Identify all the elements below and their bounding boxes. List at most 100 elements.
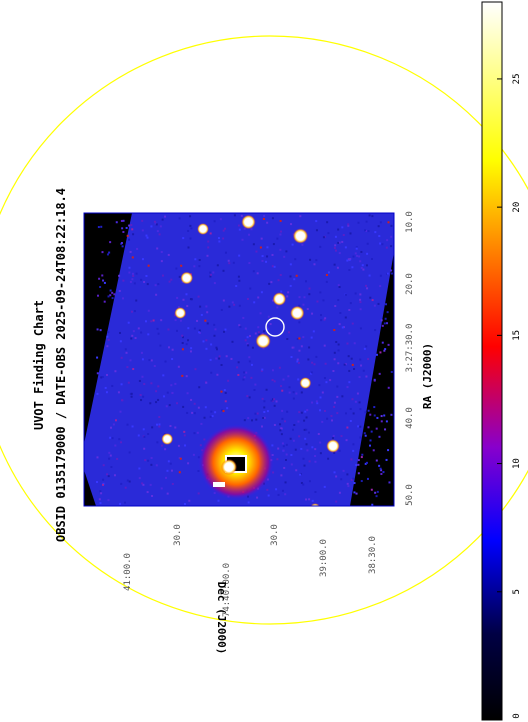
noise-pixel [222, 299, 225, 302]
noise-pixel [357, 463, 360, 466]
noise-pixel [375, 495, 378, 498]
noise-pixel [289, 263, 292, 266]
noise-pixel [131, 310, 134, 313]
noise-pixel [280, 385, 283, 388]
noise-pixel [355, 492, 358, 495]
noise-pixel [380, 469, 383, 472]
noise-pixel [249, 287, 252, 290]
noise-pixel [294, 448, 297, 451]
noise-pixel [319, 291, 322, 294]
noise-pixel [361, 264, 364, 267]
noise-pixel [154, 284, 157, 287]
noise-pixel [134, 337, 137, 340]
noise-pixel [369, 439, 372, 442]
noise-pixel [169, 425, 172, 428]
noise-pixel [378, 464, 381, 467]
noise-pixel [244, 339, 247, 342]
noise-pixel [176, 296, 179, 299]
noise-pixel [174, 382, 177, 385]
noise-pixel [357, 221, 360, 224]
noise-pixel [218, 240, 221, 243]
noise-pixel [294, 258, 297, 261]
noise-pixel [257, 331, 260, 334]
noise-pixel [371, 299, 374, 302]
noise-pixel [384, 348, 387, 351]
noise-pixel [220, 308, 223, 311]
noise-pixel [140, 278, 143, 281]
noise-pixel [338, 323, 341, 326]
noise-pixel [178, 275, 181, 278]
noise-pixel [348, 309, 351, 312]
noise-pixel [279, 273, 282, 276]
noise-pixel [103, 281, 106, 284]
noise-pixel [279, 423, 282, 426]
noise-pixel [111, 384, 114, 387]
noise-pixel [177, 444, 180, 447]
noise-pixel [128, 224, 131, 227]
noise-pixel [267, 315, 270, 318]
noise-pixel [346, 342, 349, 345]
ra-tick-label: 50.0 [405, 484, 415, 506]
noise-pixel [156, 327, 159, 330]
noise-pixel [182, 405, 185, 408]
noise-pixel [200, 313, 203, 316]
noise-pixel [288, 386, 291, 389]
noise-pixel [170, 469, 173, 472]
noise-pixel [142, 483, 145, 486]
noise-pixel [384, 303, 387, 306]
noise-pixel [260, 291, 263, 294]
noise-pixel [232, 261, 235, 264]
noise-pixel [306, 409, 309, 412]
noise-pixel [158, 233, 161, 236]
noise-pixel [358, 376, 361, 379]
noise-pixel [181, 374, 184, 377]
noise-pixel [187, 327, 190, 330]
noise-pixel [325, 381, 328, 384]
noise-pixel [366, 252, 369, 255]
noise-pixel [129, 359, 132, 362]
image-panel [83, 212, 395, 507]
noise-pixel [297, 378, 300, 381]
noise-pixel [131, 334, 134, 337]
noise-pixel [314, 491, 317, 494]
noise-pixel [206, 311, 209, 314]
noise-pixel [271, 398, 274, 401]
noise-pixel [334, 305, 337, 308]
noise-pixel [311, 312, 314, 315]
noise-pixel [293, 278, 296, 281]
noise-pixel [143, 447, 146, 450]
noise-pixel [256, 496, 259, 499]
noise-pixel [333, 451, 336, 454]
noise-pixel [351, 363, 354, 366]
noise-pixel [379, 242, 382, 245]
noise-pixel [143, 435, 146, 438]
noise-pixel [121, 245, 124, 248]
noise-pixel [370, 488, 373, 491]
colorbar-gradient [481, 1, 503, 721]
noise-pixel [338, 449, 341, 452]
noise-pixel [194, 258, 197, 261]
noise-pixel [102, 482, 105, 485]
noise-pixel [337, 299, 340, 302]
noise-pixel [378, 235, 381, 238]
noise-pixel [166, 391, 169, 394]
noise-pixel [351, 322, 354, 325]
noise-pixel [186, 392, 189, 395]
noise-pixel [141, 358, 144, 361]
noise-pixel [285, 453, 288, 456]
noise-pixel [333, 405, 336, 408]
chart-subtitle: OBSID 0135179000 / DATE-OBS 2025-09-24T0… [54, 188, 68, 542]
noise-pixel [347, 355, 350, 358]
noise-pixel [386, 272, 389, 275]
noise-pixel [114, 419, 117, 422]
colorbar: 0 5 10 15 20 25 [481, 1, 522, 721]
noise-pixel [154, 222, 157, 225]
noise-pixel [259, 312, 262, 315]
noise-pixel [122, 230, 125, 233]
noise-pixel [287, 291, 290, 294]
noise-pixel [365, 264, 368, 267]
noise-pixel [136, 247, 139, 250]
noise-pixel [211, 415, 214, 418]
noise-pixel [279, 429, 282, 432]
noise-pixel [238, 279, 241, 282]
